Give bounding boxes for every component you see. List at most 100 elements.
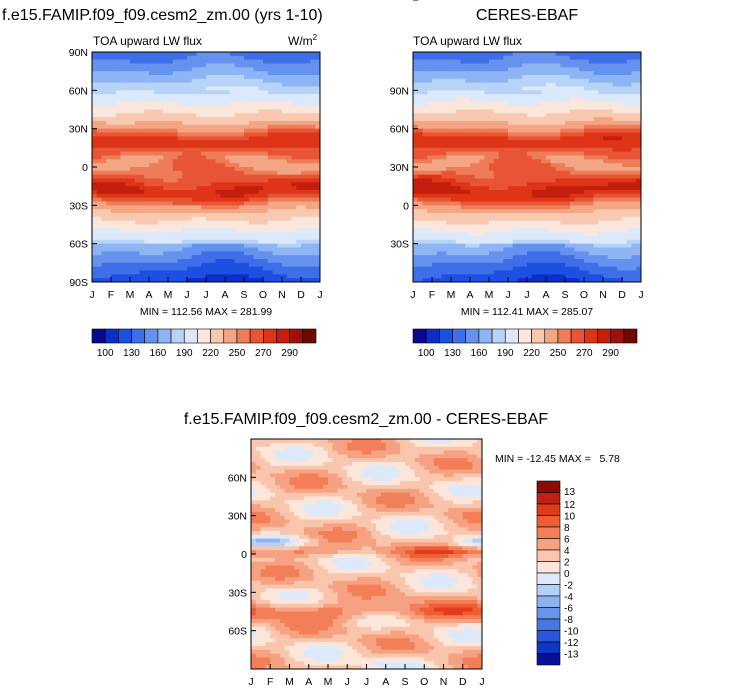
- field-cell: [153, 213, 159, 218]
- field-cell: [417, 170, 423, 176]
- field-cell: [177, 117, 183, 122]
- field-cell: [215, 113, 221, 118]
- field-cell: [584, 197, 590, 202]
- field-cell: [296, 86, 302, 91]
- field-cell: [612, 109, 618, 114]
- field-cell: [277, 155, 283, 160]
- field-cell: [489, 105, 495, 110]
- field-cell: [489, 193, 495, 199]
- field-cell: [508, 170, 514, 176]
- field-cell: [177, 278, 183, 283]
- field-cell: [168, 147, 174, 153]
- field-cell: [636, 197, 642, 202]
- field-cell: [125, 259, 131, 264]
- field-cell: [258, 86, 264, 91]
- field-cell: [239, 209, 245, 214]
- field-cell: [206, 174, 212, 179]
- field-cell: [115, 243, 121, 248]
- field-cell: [588, 147, 594, 153]
- field-cell: [277, 109, 283, 114]
- field-cell: [579, 140, 585, 145]
- field-cell: [111, 186, 117, 191]
- field-cell: [617, 132, 623, 137]
- field-cell: [158, 124, 164, 130]
- field-cell: [149, 167, 155, 172]
- field-cell: [168, 209, 174, 214]
- field-cell: [565, 78, 571, 84]
- field-cell: [479, 178, 485, 183]
- field-cell: [134, 132, 140, 137]
- field-cell: [310, 90, 316, 95]
- field-cell: [493, 86, 499, 91]
- field-cell: [315, 167, 321, 172]
- field-cell: [579, 159, 585, 164]
- field-cell: [111, 78, 117, 84]
- field-cell: [565, 71, 571, 76]
- field-cell: [315, 178, 321, 183]
- field-cell: [153, 228, 159, 233]
- field-cell: [503, 124, 509, 130]
- field-cell: [267, 94, 273, 99]
- field-cell: [92, 90, 98, 95]
- field-cell: [508, 197, 514, 202]
- field-cell: [422, 86, 428, 91]
- field-cell: [182, 90, 188, 95]
- field-cell: [301, 167, 307, 172]
- field-cell: [120, 216, 126, 222]
- field-cell: [291, 101, 297, 107]
- field-cell: [555, 209, 561, 214]
- field-cell: [182, 247, 188, 252]
- field-cell: [229, 262, 235, 268]
- field-cell: [631, 201, 637, 206]
- field-cell: [229, 232, 235, 237]
- field-cell: [120, 121, 126, 126]
- field-cell: [593, 82, 599, 87]
- field-cell: [484, 78, 490, 84]
- field-cell: [125, 224, 131, 229]
- field-cell: [565, 140, 571, 145]
- field-cell: [144, 71, 150, 76]
- field-cell: [550, 82, 556, 87]
- field-cell: [517, 186, 523, 191]
- field-cell: [149, 75, 155, 80]
- field-cell: [263, 159, 269, 164]
- field-cell: [622, 205, 628, 210]
- field-cell: [574, 186, 580, 191]
- field-cell: [465, 63, 471, 68]
- field-cell: [125, 121, 131, 126]
- field-cell: [498, 78, 504, 84]
- field-cell: [315, 243, 321, 248]
- field-cell: [234, 105, 240, 110]
- field-cell: [272, 151, 278, 156]
- field-cell: [253, 124, 259, 130]
- field-cell: [617, 155, 623, 160]
- field-cell: [460, 193, 466, 199]
- field-cell: [508, 109, 514, 114]
- field-cell: [603, 132, 609, 137]
- field-cell: [234, 90, 240, 95]
- field-cell: [111, 121, 117, 126]
- field-cell: [225, 151, 231, 156]
- field-cell: [636, 67, 642, 72]
- field-cell: [546, 209, 552, 214]
- field-cell: [607, 170, 613, 176]
- field-cell: [301, 236, 307, 241]
- field-cell: [111, 136, 117, 141]
- field-cell: [493, 94, 499, 99]
- field-cell: [277, 98, 283, 103]
- field-cell: [593, 59, 599, 64]
- field-cell: [253, 90, 259, 95]
- field-cell: [565, 144, 571, 149]
- field-cell: [588, 174, 594, 179]
- field-cell: [560, 186, 566, 191]
- field-cell: [622, 186, 628, 191]
- field-cell: [617, 101, 623, 107]
- field-cell: [422, 128, 428, 133]
- field-cell: [603, 113, 609, 118]
- field-cell: [215, 216, 221, 222]
- field-cell: [248, 52, 254, 57]
- field-cell: [125, 98, 131, 103]
- field-cell: [555, 201, 561, 206]
- field-cell: [210, 209, 216, 214]
- field-cell: [177, 121, 183, 126]
